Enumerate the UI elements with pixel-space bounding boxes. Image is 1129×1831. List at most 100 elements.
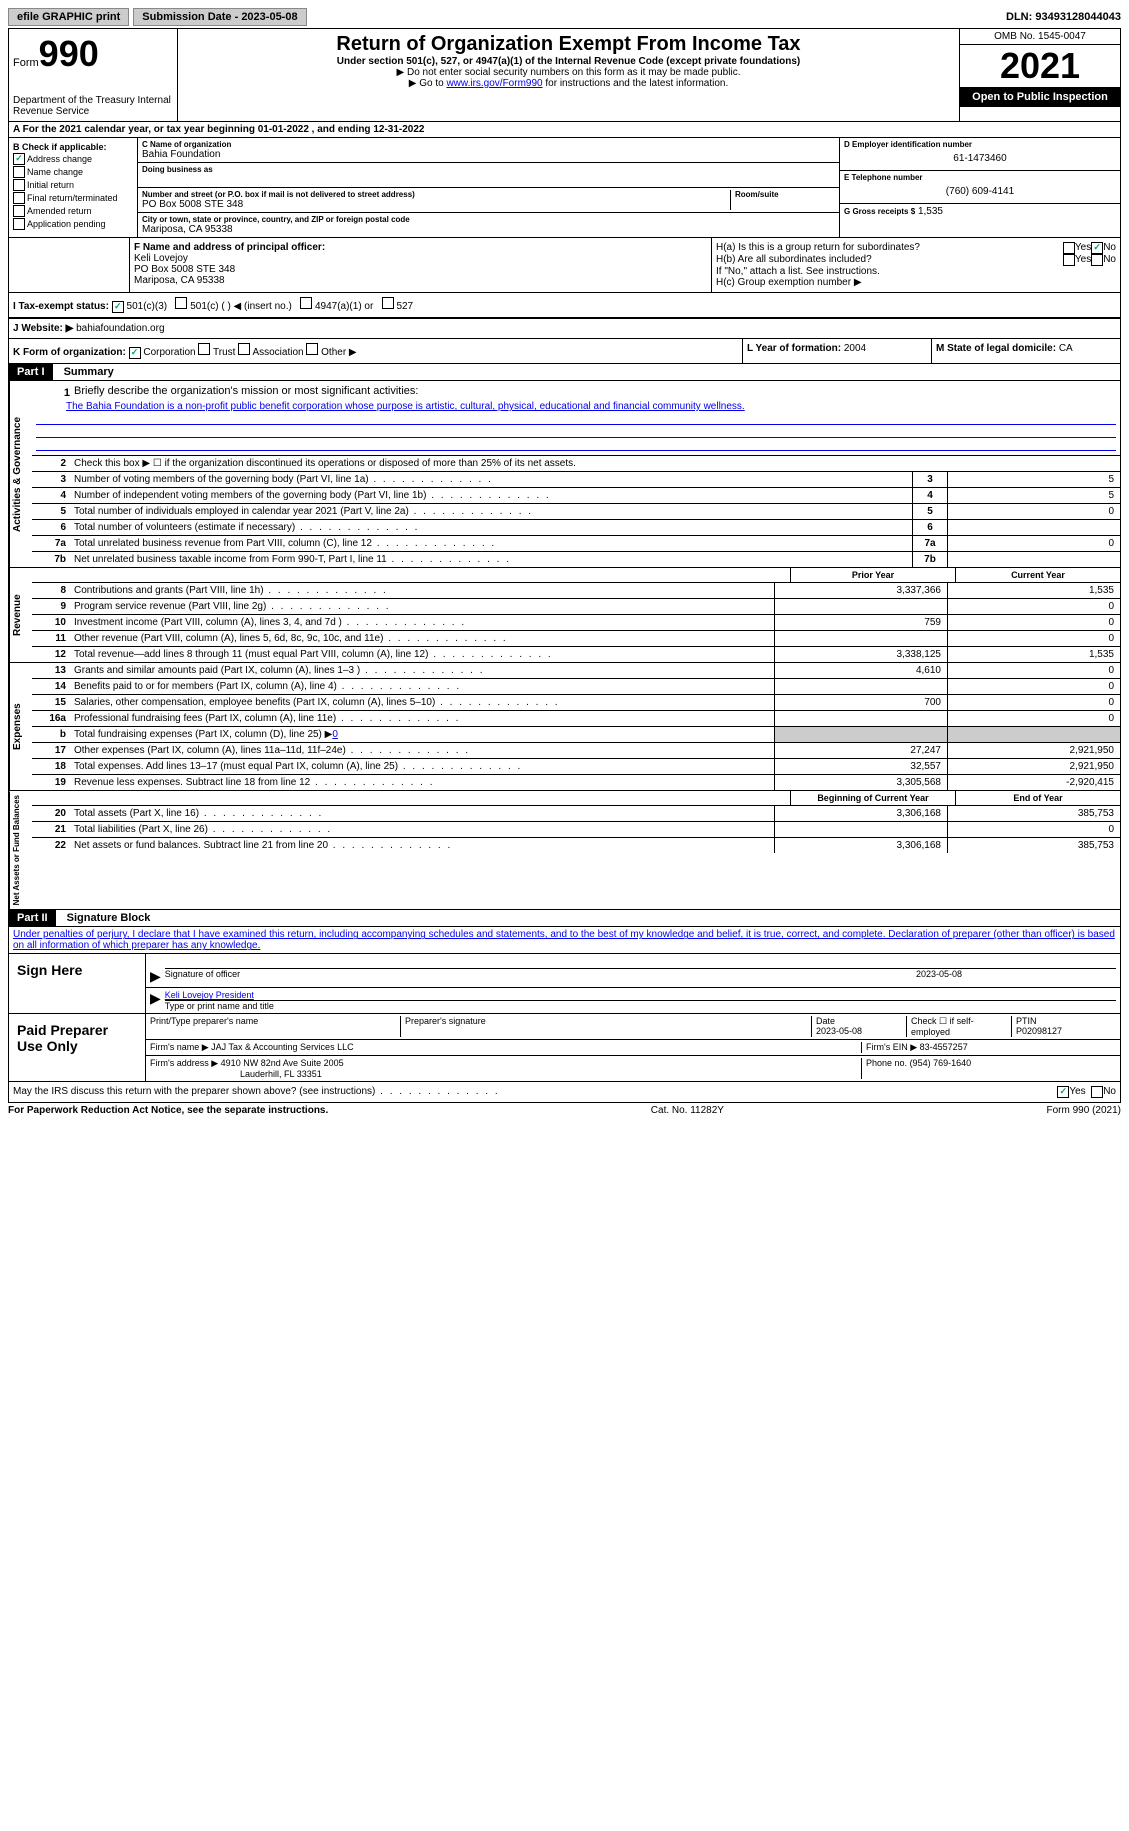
submission-btn: Submission Date - 2023-05-08 — [133, 8, 306, 26]
discuss-no[interactable] — [1091, 1086, 1103, 1098]
discuss-yes[interactable]: ✓ — [1057, 1086, 1069, 1098]
line-5-val: 0 — [947, 504, 1120, 519]
org-name-label: C Name of organization — [142, 140, 835, 149]
h-a: H(a) Is this is a group return for subor… — [716, 242, 1063, 254]
decl-text: Under penalties of perjury, I declare th… — [13, 929, 1115, 951]
declaration: Under penalties of perjury, I declare th… — [8, 927, 1121, 954]
ein-label: D Employer identification number — [844, 140, 1116, 149]
line-18-current: 2,921,950 — [947, 759, 1120, 774]
line-11-prior — [774, 631, 947, 646]
addr-label: Number and street (or P.O. box if mail i… — [142, 190, 730, 199]
city-label: City or town, state or province, country… — [142, 215, 835, 224]
sig-name: Keli Lovejoy President — [165, 990, 1116, 1000]
officer-row: F Name and address of principal officer:… — [8, 238, 1121, 293]
dept-label: Department of the Treasury Internal Reve… — [13, 95, 173, 117]
line-11: Other revenue (Part VIII, column (A), li… — [70, 631, 774, 646]
sig-name-label: Type or print name and title — [165, 1000, 1116, 1011]
line-22-end: 385,753 — [947, 838, 1120, 853]
line-14: Benefits paid to or for members (Part IX… — [70, 679, 774, 694]
line-17-current: 2,921,950 — [947, 743, 1120, 758]
line-3-val: 5 — [947, 472, 1120, 487]
hb-yes[interactable] — [1063, 254, 1075, 266]
section-b-label: B Check if applicable: — [13, 142, 133, 152]
status-row: I Tax-exempt status: ✓ 501(c)(3) 501(c) … — [8, 293, 1121, 319]
cb-501c3[interactable]: ✓ — [112, 301, 124, 313]
gross-value: 1,535 — [918, 206, 943, 217]
discuss-text: May the IRS discuss this return with the… — [13, 1086, 1057, 1098]
line-22: Net assets or fund balances. Subtract li… — [70, 838, 774, 853]
line-20: Total assets (Part X, line 16) — [70, 806, 774, 821]
form-number: 990 — [39, 33, 99, 74]
cb-assoc[interactable] — [238, 343, 250, 355]
cb-amended[interactable] — [13, 205, 25, 217]
cb-trust[interactable] — [198, 343, 210, 355]
cb-final[interactable] — [13, 192, 25, 204]
sig-officer-label: Signature of officer — [165, 968, 916, 985]
line-8-current: 1,535 — [947, 583, 1120, 598]
vlabel-rev: Revenue — [9, 568, 32, 662]
discuss-row: May the IRS discuss this return with the… — [8, 1082, 1121, 1103]
cb-4947[interactable] — [300, 297, 312, 309]
mission-text: The Bahia Foundation is a non-profit pub… — [66, 401, 1116, 412]
form-note1: ▶ Do not enter social security numbers o… — [182, 67, 955, 78]
part1-header-row: Part I Summary — [8, 364, 1121, 381]
officer-addr1: PO Box 5008 STE 348 — [134, 264, 707, 275]
cb-other[interactable] — [306, 343, 318, 355]
line-14-prior — [774, 679, 947, 694]
line-17: Other expenses (Part IX, column (A), lin… — [70, 743, 774, 758]
note2-post: for instructions and the latest informat… — [543, 78, 729, 89]
phone-label: E Telephone number — [844, 173, 1116, 182]
m-label: M State of legal domicile: — [936, 343, 1056, 354]
line-b: Total fundraising expenses (Part IX, col… — [70, 727, 774, 742]
omb-number: OMB No. 1545-0047 — [960, 29, 1120, 45]
officer-label: F Name and address of principal officer: — [134, 242, 707, 253]
expenses-section: Expenses 13Grants and similar amounts pa… — [8, 663, 1121, 791]
line-11-current: 0 — [947, 631, 1120, 646]
officer-addr2: Mariposa, CA 95338 — [134, 275, 707, 286]
line-9-prior — [774, 599, 947, 614]
cb-527[interactable] — [382, 297, 394, 309]
line-9-current: 0 — [947, 599, 1120, 614]
dln: DLN: 93493128044043 — [1006, 11, 1121, 23]
cb-initial[interactable] — [13, 179, 25, 191]
line-13-current: 0 — [947, 663, 1120, 678]
cb-501c[interactable] — [175, 297, 187, 309]
form-org-row: K Form of organization: ✓ Corporation Tr… — [8, 339, 1121, 364]
line-17-prior: 27,247 — [774, 743, 947, 758]
hb-no[interactable] — [1091, 254, 1103, 266]
paid-preparer-row: Paid Preparer Use Only Print/Type prepar… — [8, 1014, 1121, 1082]
col-end: End of Year — [955, 791, 1120, 805]
l-label: L Year of formation: — [747, 343, 841, 354]
line-19-prior: 3,305,568 — [774, 775, 947, 790]
line-18-prior: 32,557 — [774, 759, 947, 774]
part1-badge: Part I — [9, 364, 53, 380]
efile-btn[interactable]: efile GRAPHIC print — [8, 8, 129, 26]
line1-label: Briefly describe the organization's miss… — [74, 385, 418, 401]
org-name: Bahia Foundation — [142, 149, 835, 160]
tax-year: 2021 — [960, 45, 1120, 87]
line-15-prior: 700 — [774, 695, 947, 710]
gross-label: G Gross receipts $ — [844, 207, 915, 216]
cb-pending[interactable] — [13, 218, 25, 230]
irs-link[interactable]: www.irs.gov/Form990 — [446, 78, 542, 89]
line-7a-val: 0 — [947, 536, 1120, 551]
cb-corp[interactable]: ✓ — [129, 347, 141, 359]
line-15-current: 0 — [947, 695, 1120, 710]
line-8-prior: 3,337,366 — [774, 583, 947, 598]
cb-address[interactable]: ✓ — [13, 153, 25, 165]
line-14-current: 0 — [947, 679, 1120, 694]
i-label: I Tax-exempt status: — [13, 301, 109, 312]
line-6-val — [947, 520, 1120, 535]
h-note: If "No," attach a list. See instructions… — [716, 266, 1116, 277]
ha-no[interactable]: ✓ — [1091, 242, 1103, 254]
ha-yes[interactable] — [1063, 242, 1075, 254]
netassets-section: Net Assets or Fund Balances Beginning of… — [8, 791, 1121, 910]
prep-sig-label: Preparer's signature — [401, 1016, 812, 1037]
line-12: Total revenue—add lines 8 through 11 (mu… — [70, 647, 774, 662]
org-city: Mariposa, CA 95338 — [142, 224, 835, 235]
line-5: Total number of individuals employed in … — [70, 504, 912, 519]
cb-name[interactable] — [13, 166, 25, 178]
line-16a-prior — [774, 711, 947, 726]
footer-right: Form 990 (2021) — [1047, 1105, 1121, 1116]
line-8: Contributions and grants (Part VIII, lin… — [70, 583, 774, 598]
